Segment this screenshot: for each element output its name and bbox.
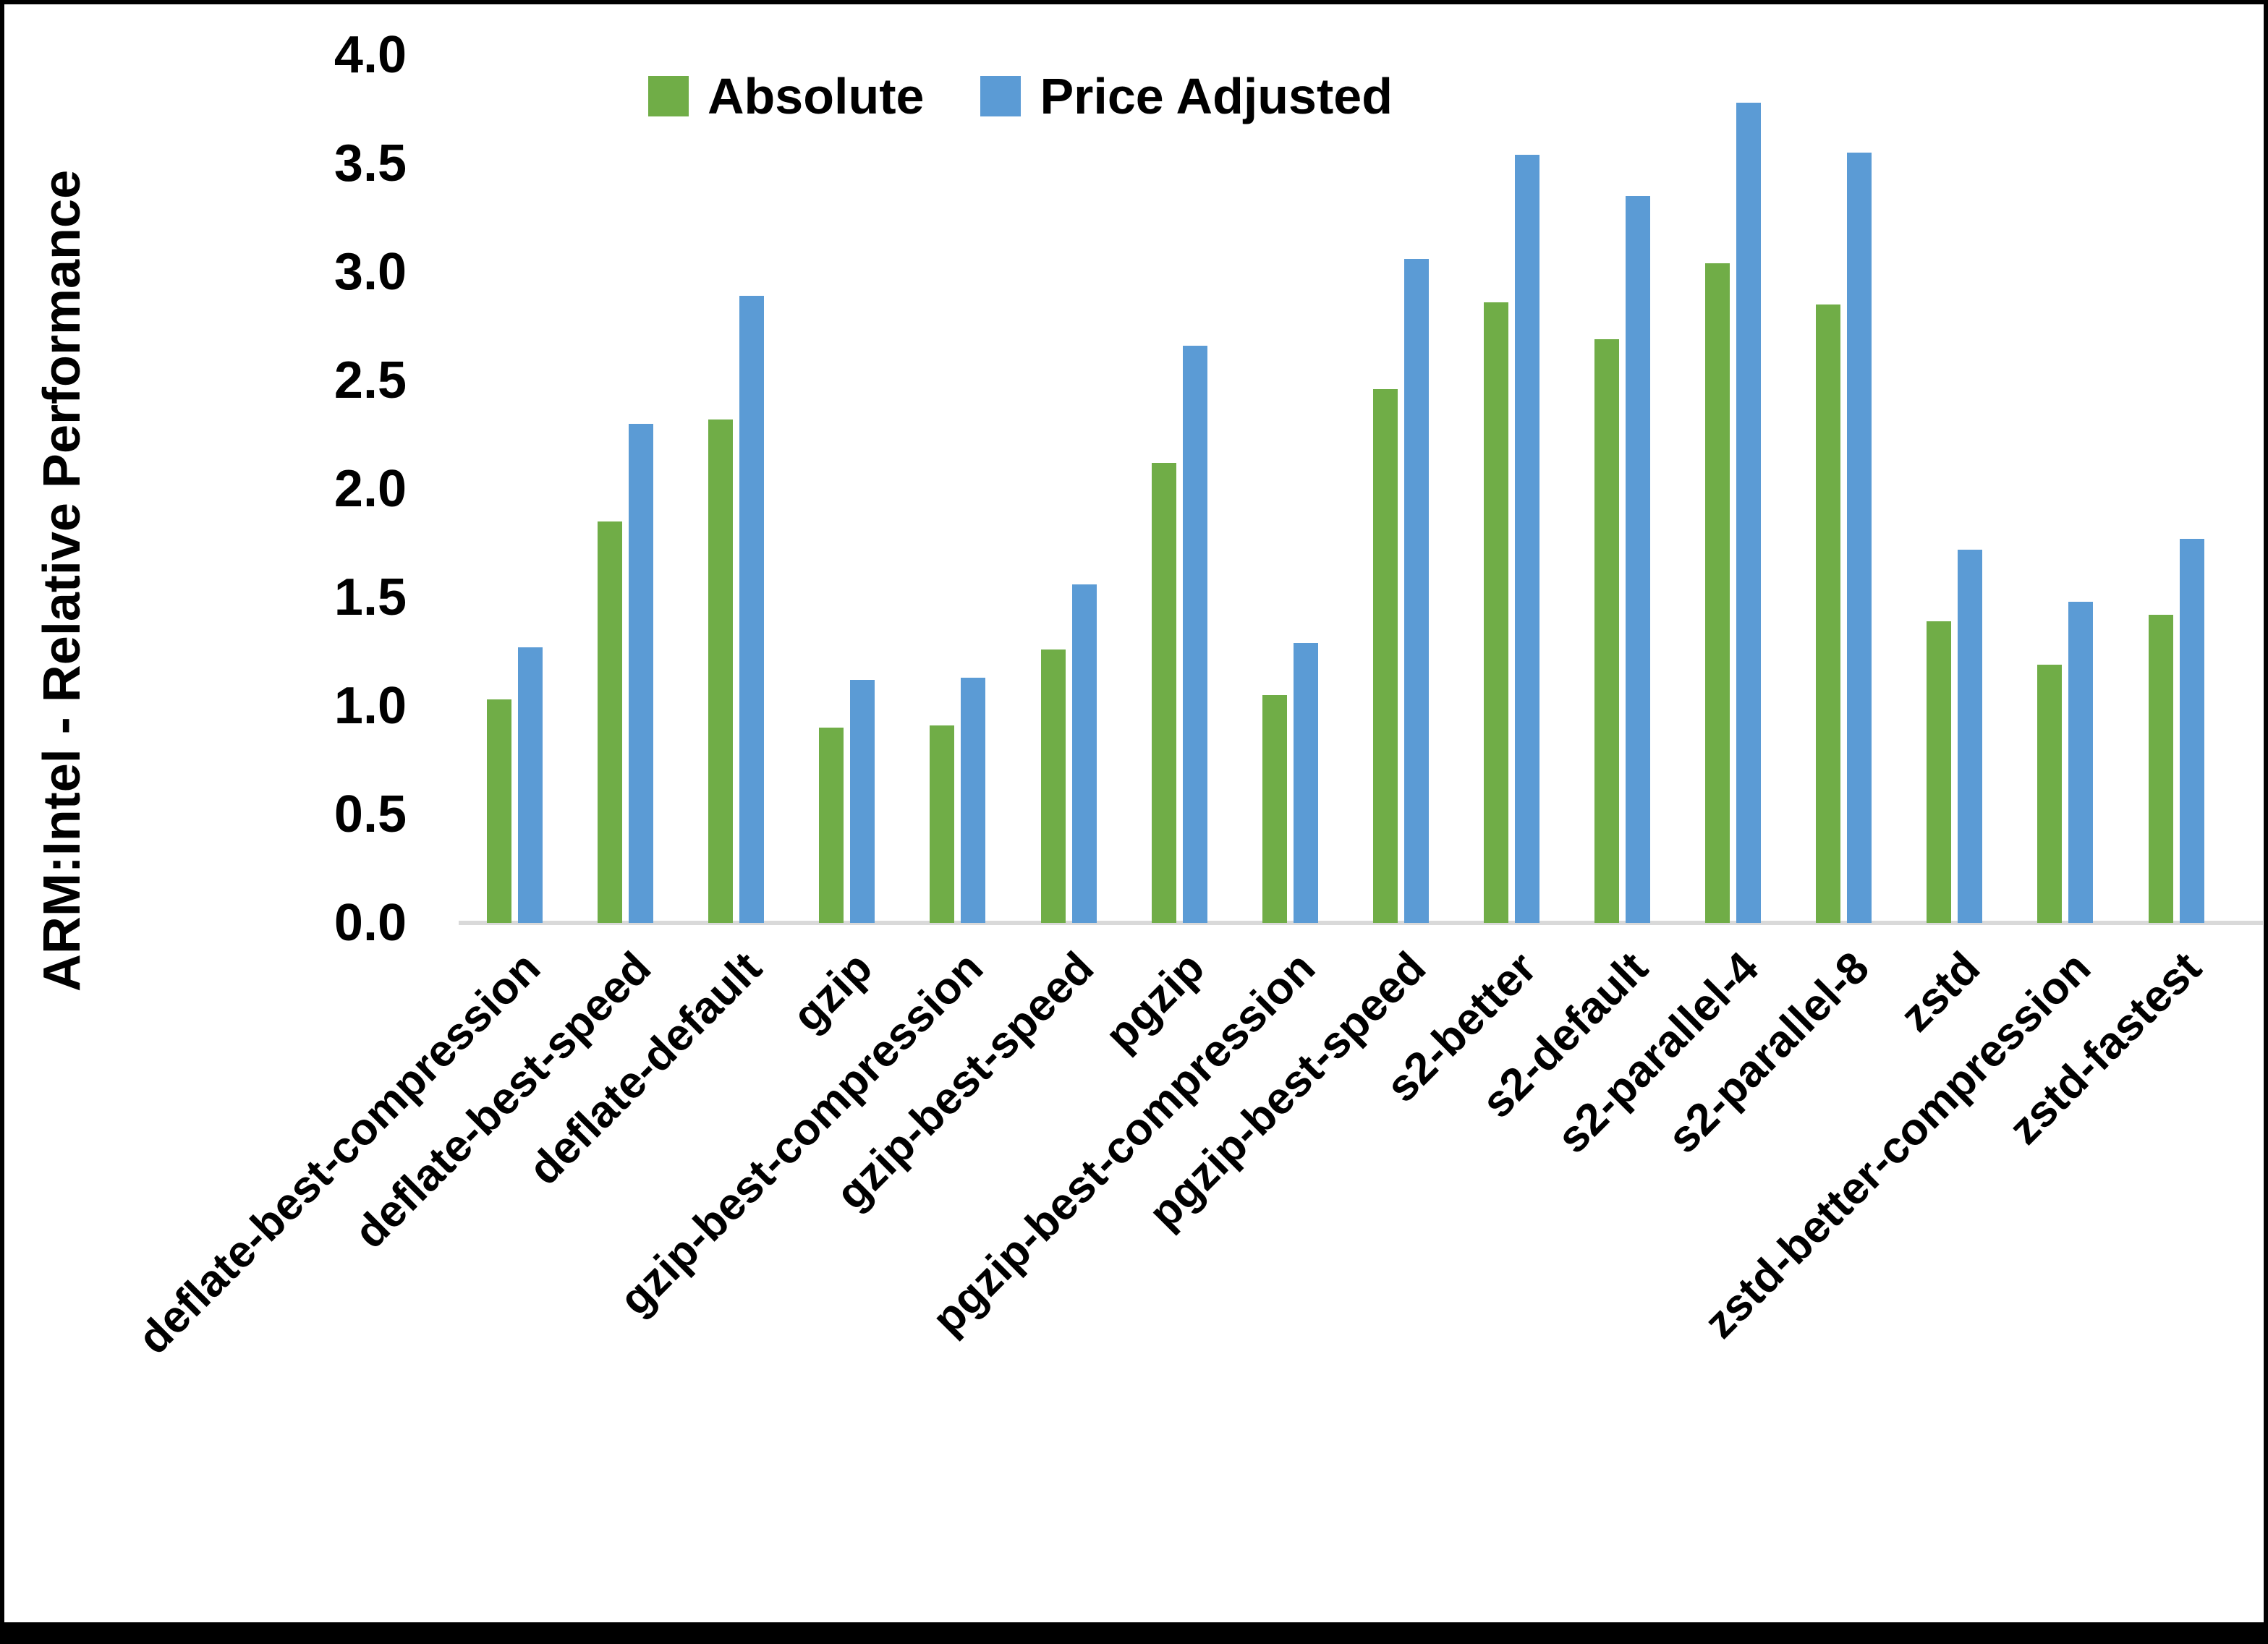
bar-absolute-zstd-fastest [2149,615,2173,923]
bar-absolute-s2-parallel-4 [1705,263,1730,923]
y-tick-label: 0.0 [334,894,407,952]
y-axis-title: ARM:Intel - Relative Performance [33,169,91,992]
y-tick-label: 2.0 [334,460,407,518]
x-axis-line [459,921,2263,925]
bar-price-adjusted-gzip-best-compression [961,678,985,923]
bar-absolute-gzip-best-compression [930,725,954,923]
bar-absolute-s2-parallel-8 [1816,304,1840,923]
bar-absolute-s2-default [1594,339,1619,923]
legend-swatch-price-adjusted [980,76,1022,116]
bar-price-adjusted-zstd-fastest [2180,539,2204,923]
legend-swatch-absolute [648,76,689,116]
bar-price-adjusted-deflate-default [739,296,764,923]
bar-absolute-deflate-best-speed [598,521,622,923]
bar-absolute-s2-better [1484,302,1508,923]
bar-price-adjusted-pgzip-best-compression [1294,643,1318,923]
y-tick-label: 4.0 [334,26,407,84]
bar-price-adjusted-zstd-better-compression [2068,602,2093,923]
bar-price-adjusted-zstd [1958,550,1982,923]
bar-price-adjusted-s2-better [1515,155,1539,923]
bar-absolute-pgzip-best-compression [1262,695,1287,923]
bar-absolute-zstd [1927,621,1951,923]
y-tick-label: 3.0 [334,243,407,301]
legend-item-price-adjusted: Price Adjusted [980,71,1393,122]
bar-absolute-gzip [819,728,844,923]
legend-item-absolute: Absolute [648,71,924,122]
bar-price-adjusted-s2-parallel-8 [1847,153,1872,923]
bar-price-adjusted-gzip [850,680,875,923]
y-tick-label: 0.5 [334,785,407,843]
bar-absolute-deflate-default [708,419,733,923]
bar-absolute-zstd-better-compression [2037,665,2062,923]
bar-price-adjusted-s2-default [1626,196,1650,923]
bar-price-adjusted-pgzip-best-speed [1404,259,1429,923]
legend: Absolute Price Adjusted [648,71,1393,122]
y-tick-label: 3.5 [334,135,407,192]
plot-area: ARM:Intel - Relative Performance Absolut… [4,4,2264,1622]
bar-absolute-pgzip-best-speed [1373,389,1398,923]
y-tick-label: 2.5 [334,352,407,409]
bar-price-adjusted-gzip-best-speed [1072,584,1097,923]
bar-absolute-deflate-best-compression [487,699,511,923]
bar-price-adjusted-pgzip [1183,346,1207,923]
bar-price-adjusted-s2-parallel-4 [1736,103,1761,923]
bar-price-adjusted-deflate-best-speed [629,424,653,923]
bar-absolute-gzip-best-speed [1041,649,1066,923]
y-tick-label: 1.5 [334,568,407,626]
y-tick-label: 1.0 [334,677,407,735]
legend-label-absolute: Absolute [708,68,925,124]
legend-label-price-adjusted: Price Adjusted [1040,68,1393,124]
bar-absolute-pgzip [1152,463,1176,923]
bar-price-adjusted-deflate-best-compression [518,647,543,923]
